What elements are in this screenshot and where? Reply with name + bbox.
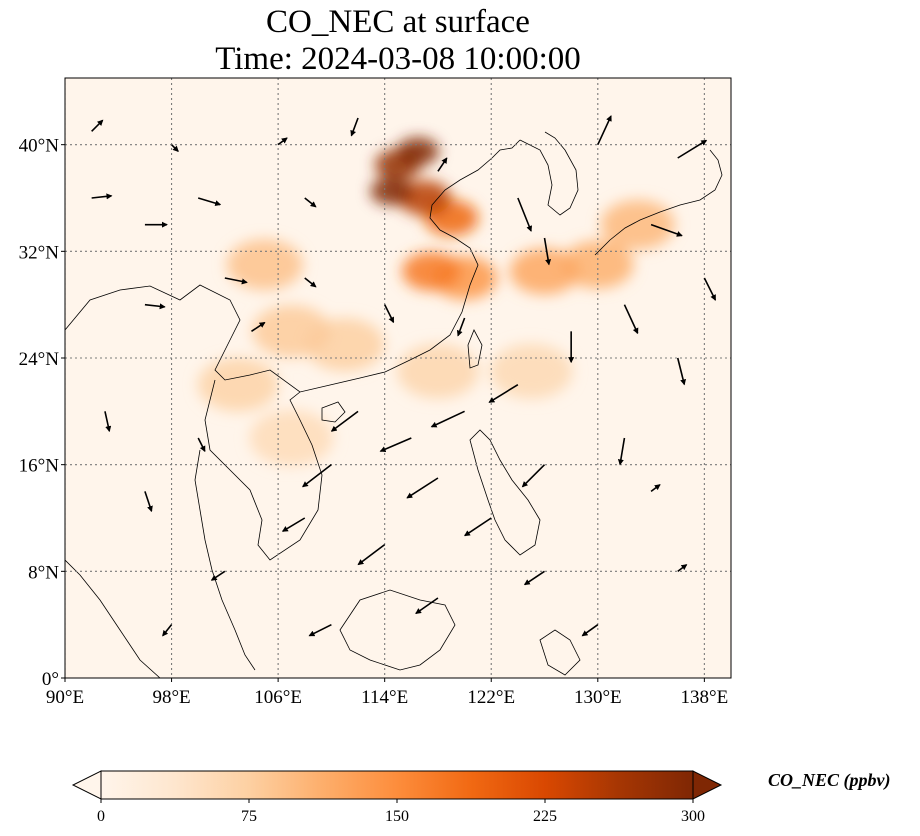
coastline-borneo [339,589,456,671]
wind-arrow [197,197,222,207]
wind-arrow [597,115,612,146]
wind-arrow [170,144,179,152]
wind-arrow [308,623,332,637]
colorbar-tick-label: 0 [97,808,105,825]
latitude-tick-label: 8°N [28,562,59,583]
map-title: CO_NEC at surface [266,4,530,40]
wind-arrow [302,464,332,488]
wind-arrow [521,464,546,488]
wind-arrow [304,277,317,288]
colorbar-max-extension [692,770,723,800]
coastline-korea [519,131,579,216]
wind-arrow [677,139,708,159]
wind-arrow [162,624,173,637]
coastlines [65,131,723,678]
wind-arrow [104,411,112,433]
wind-arrow [91,193,113,200]
coastline-mainland-asia [65,139,521,393]
colorbar: 0 75 150 225 300 [71,770,723,825]
wind-arrow [224,277,248,285]
wind-arrow [330,410,359,432]
wind-arrow [383,304,395,324]
coastline-sulawesi [539,629,581,676]
concentration-hotspot [489,343,573,399]
wind-arrow [623,304,639,335]
longitude-axis: 90°E 98°E 106°E 114°E 122°E 130°E 138°E [46,678,728,708]
colorbar-tick-label: 150 [385,808,409,825]
colorbar-tick-label: 75 [241,808,257,825]
wind-arrow [357,544,386,566]
wind-arrow [488,383,519,403]
colorbar-tick-label: 300 [681,808,705,825]
wind-arrow [210,570,226,581]
longitude-tick-label: 90°E [46,687,84,708]
wind-arrow [650,484,661,492]
concentration-hotspot [397,344,479,399]
wind-arrow [415,597,439,615]
latitude-tick-label: 24°N [19,349,60,370]
longitude-tick-label: 138°E [681,687,729,708]
map-frame [64,77,732,679]
coastline-japan [594,149,723,256]
wind-arrow [144,491,153,513]
longitude-tick-label: 98°E [152,687,190,708]
wind-arrow [350,117,359,137]
wind-arrow [676,357,687,386]
coastline-sumatra [65,559,161,678]
colorbar-ticks: 0 75 150 225 300 [97,799,705,825]
longitude-tick-label: 130°E [574,687,622,708]
latitude-tick-label: 16°N [19,456,60,477]
map-time-subtitle: Time: 2024-03-08 10:00:00 [215,41,581,77]
latitude-axis: 0° 8°N 16°N 24°N 32°N 40°N [19,136,65,690]
longitude-tick-label: 122°E [467,687,515,708]
coastline-malay-peninsula [194,449,256,671]
concentration-hotspot [600,200,675,250]
wind-arrow [304,197,317,208]
wind-arrow [543,237,552,266]
concentration-hotspot [396,137,439,166]
wind-arrow [437,157,448,172]
wind-vectors [91,115,717,637]
wind-arrow [277,137,288,146]
wind-arrow [517,197,533,232]
wind-arrow [406,477,439,499]
concentration-hotspot [252,305,331,358]
concentration-hotspot [509,248,580,295]
concentration-hotspot [226,239,303,291]
coastline-hainan [321,401,346,423]
wind-arrow [197,437,206,453]
concentration-hotspot [249,410,334,466]
wind-arrow [281,517,306,532]
latitude-tick-label: 40°N [19,136,60,157]
latitude-tick-label: 32°N [19,242,60,263]
wind-arrow [677,564,688,572]
colorbar-min-extension [71,770,102,800]
wind-arrow [144,303,166,310]
colorbar-tick-label: 225 [533,808,557,825]
latitude-tick-label: 0° [42,669,59,690]
wind-arrow [581,624,599,637]
colorbar-label: CO_NEC (ppbv) [768,770,891,790]
wind-arrow [464,517,492,537]
wind-arrow [523,570,545,586]
wind-arrow [430,410,465,428]
longitude-tick-label: 106°E [254,687,302,708]
coastline-indochina [204,379,323,561]
longitude-tick-label: 114°E [361,687,408,708]
concentration-hotspot [197,357,279,412]
wind-arrow [251,321,266,332]
wind-arrow [650,223,683,237]
colorbar-gradient [100,770,694,800]
wind-arrow [456,317,466,337]
wind-arrow [91,119,104,132]
wind-arrow [703,277,717,301]
concentration-hotspot [370,177,413,206]
coastline-taiwan [467,329,483,369]
wind-arrow [617,437,626,466]
wind-arrow [379,437,412,452]
concentration-hotspot [402,251,461,291]
